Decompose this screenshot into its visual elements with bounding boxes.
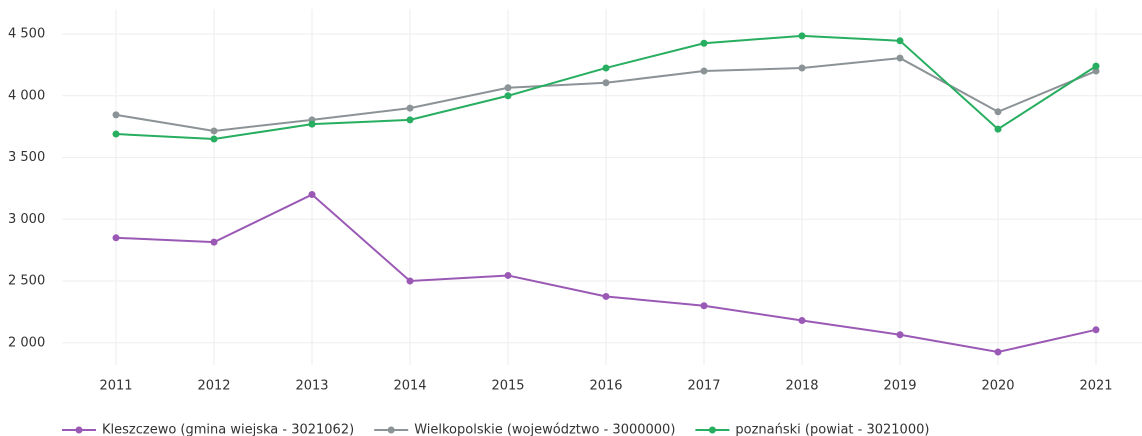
- point: [602, 292, 610, 300]
- point: [700, 67, 708, 75]
- x-tick-label: 2021: [1079, 379, 1112, 394]
- x-tick-label: 2013: [295, 379, 328, 394]
- x-tick-label: 2020: [981, 379, 1014, 394]
- point: [504, 84, 512, 92]
- point: [112, 130, 120, 138]
- y-tick-label: 2 500: [8, 274, 45, 289]
- point: [210, 238, 218, 246]
- point: [994, 108, 1002, 116]
- point: [896, 37, 904, 45]
- x-tick-label: 2011: [99, 379, 132, 394]
- point: [210, 127, 218, 135]
- point: [602, 64, 610, 72]
- point: [504, 92, 512, 100]
- legend-marker: [387, 426, 395, 434]
- point: [798, 32, 806, 40]
- x-tick-label: 2015: [491, 379, 524, 394]
- point: [504, 271, 512, 279]
- y-tick-label: 4 500: [8, 27, 45, 42]
- point: [994, 125, 1002, 133]
- point: [602, 79, 610, 87]
- x-tick-label: 2016: [589, 379, 622, 394]
- legend-label: poznański (powiat - 3021000): [735, 423, 929, 436]
- y-tick-label: 4 000: [8, 88, 45, 103]
- point: [308, 191, 316, 199]
- point: [994, 348, 1002, 356]
- legend-label: Kleszczewo (gmina wiejska - 3021062): [102, 423, 354, 436]
- y-tick-label: 3 500: [8, 150, 45, 165]
- point: [798, 317, 806, 325]
- legend-label: Wielkopolskie (województwo - 3000000): [414, 423, 675, 436]
- point: [406, 277, 414, 285]
- point: [700, 39, 708, 47]
- x-tick-label: 2012: [197, 379, 230, 394]
- point: [1092, 62, 1100, 70]
- y-tick-label: 2 000: [8, 335, 45, 350]
- legend-marker: [708, 426, 716, 434]
- point: [896, 331, 904, 339]
- point: [406, 104, 414, 112]
- point: [406, 116, 414, 124]
- point: [798, 64, 806, 72]
- point: [308, 120, 316, 128]
- point: [700, 302, 708, 310]
- point: [1092, 67, 1100, 75]
- point: [112, 234, 120, 242]
- x-tick-label: 2017: [687, 379, 720, 394]
- point: [1092, 326, 1100, 334]
- x-tick-label: 2014: [393, 379, 426, 394]
- point: [896, 54, 904, 62]
- point: [210, 135, 218, 143]
- x-tick-label: 2018: [785, 379, 818, 394]
- legend-marker: [75, 426, 83, 434]
- x-tick-label: 2019: [883, 379, 916, 394]
- y-tick-label: 3 000: [8, 212, 45, 227]
- point: [112, 111, 120, 119]
